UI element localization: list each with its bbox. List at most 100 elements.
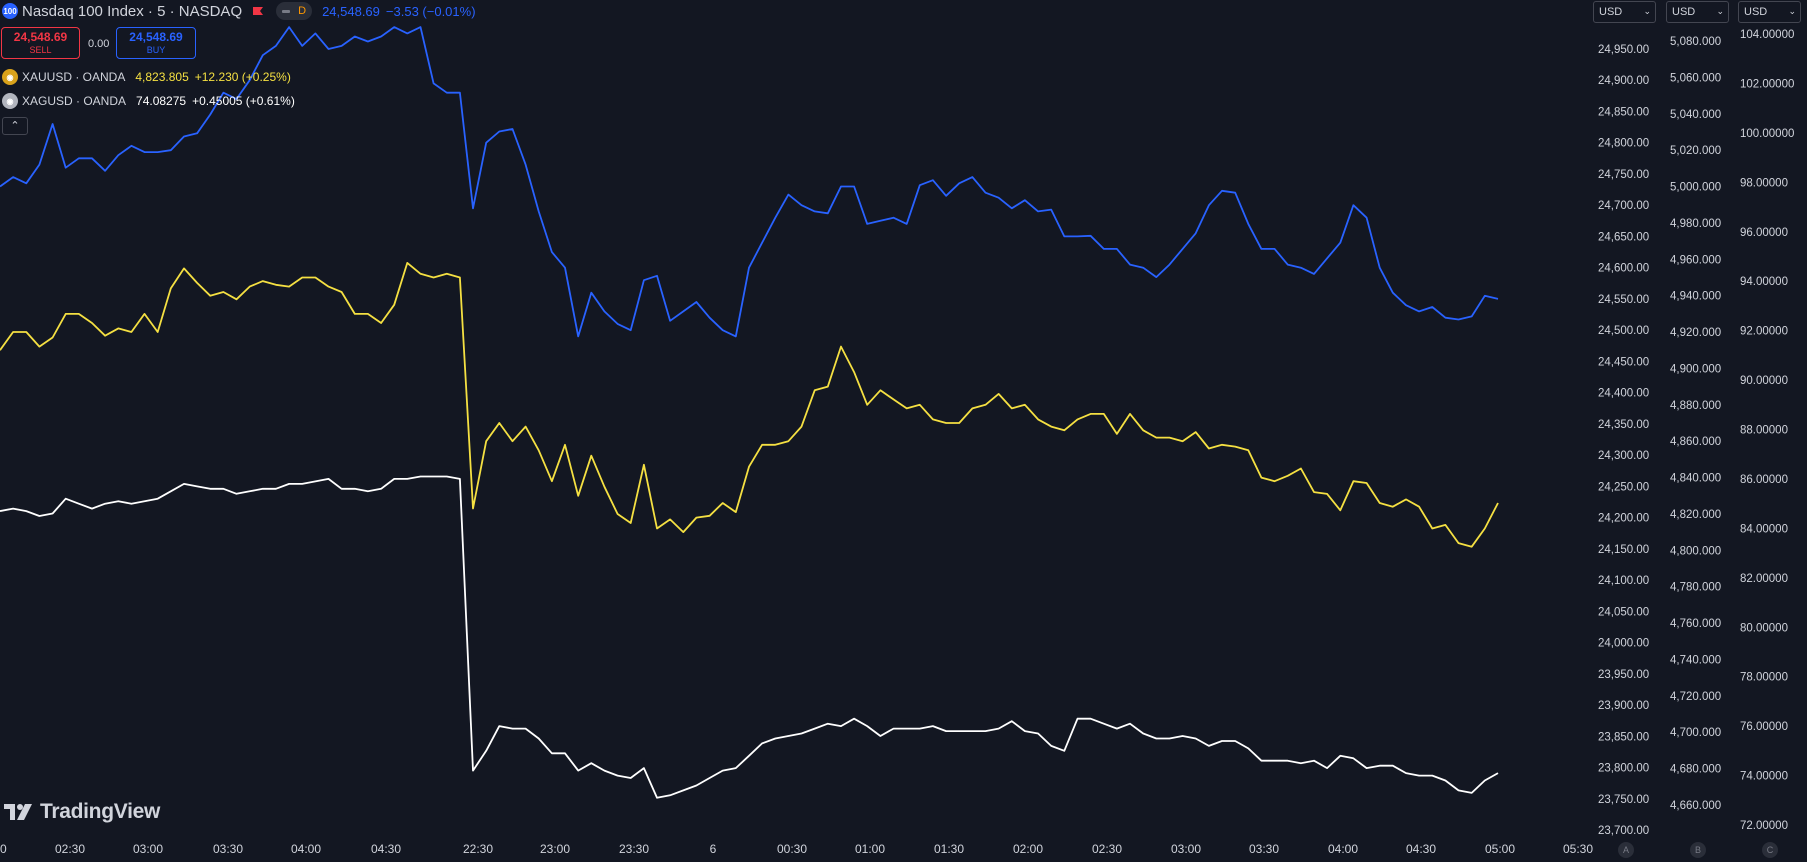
time-tick-label: 22:30 (463, 842, 493, 856)
axis-b-tick-label: 5,080.000 (1670, 36, 1721, 48)
chevron-down-icon: ⌄ (1643, 6, 1651, 16)
brand-name: TradingView (40, 800, 161, 823)
axis-a-tick-label: 24,750.00 (1598, 169, 1649, 181)
axis-c-tick-label: 76.00000 (1740, 721, 1788, 733)
time-tick-label: 01:00 (855, 842, 885, 856)
series-layer (0, 26, 1499, 799)
axis-b-tick-label: 4,660.000 (1670, 800, 1721, 812)
currency-label: USD (1672, 6, 1696, 18)
main-symbol-row[interactable]: 100 Nasdaq 100 Index · 5 · NASDAQ D 24,5… (2, 2, 476, 20)
time-tick-label: 6 (710, 842, 717, 856)
nasdaq-100-logo-icon: 100 (2, 3, 18, 19)
buy-price: 24,548.69 (129, 30, 183, 44)
time-tick-label: 05:00 (1485, 842, 1515, 856)
axis-c-tick-label: 104.00000 (1740, 29, 1794, 41)
axis-a-tick-label: 24,000.00 (1598, 638, 1649, 650)
axis-a-tick-label: 24,300.00 (1598, 450, 1649, 462)
axis-b-tick-label: 4,820.000 (1670, 509, 1721, 521)
scale-id-c[interactable]: C (1762, 842, 1778, 858)
axis-a-tick-label: 24,700.00 (1598, 200, 1649, 212)
collapse-legend-button[interactable]: ⌃ (2, 117, 28, 135)
market-status-pill[interactable]: D (276, 2, 313, 20)
axis-b-tick-label: 5,000.000 (1670, 182, 1721, 194)
axis-a-tick-label: 24,650.00 (1598, 231, 1649, 243)
axis-a-tick-label: 23,750.00 (1598, 794, 1649, 806)
time-tick-label: 03:30 (1249, 842, 1279, 856)
overlay-change: +12.230 (+0.25%) (194, 70, 291, 84)
symbol-title[interactable]: Nasdaq 100 Index · 5 · NASDAQ (22, 2, 243, 20)
axis-c-tick-label: 82.00000 (1740, 573, 1788, 585)
axis-c-tick-label: 92.00000 (1740, 326, 1788, 338)
axis-c-tick-label: 84.00000 (1740, 523, 1788, 535)
axis-a-tick-label: 24,100.00 (1598, 575, 1649, 587)
overlay-name: XAUUSD · OANDA (22, 70, 126, 84)
gold-line[interactable] (0, 261, 1499, 548)
axis-b-tick-label: 4,840.000 (1670, 473, 1721, 485)
sell-label: SELL (29, 45, 52, 55)
axis-b-tick-label: 4,740.000 (1670, 654, 1721, 666)
sell-price: 24,548.69 (13, 30, 68, 44)
overlay-row-silver[interactable]: ◉ XAGUSD · OANDA 74.08275 +0.45005 (+0.6… (2, 93, 295, 109)
axis-a-tick-label: 23,800.00 (1598, 763, 1649, 775)
price-axes[interactable]: 24,950.00 24,900.00 24,850.00 24,800.00 24,7… (1598, 29, 1794, 837)
currency-select-c[interactable]: USD ⌄ (1738, 1, 1801, 23)
silver-line[interactable] (0, 475, 1499, 799)
axis-c-tick-label: 88.00000 (1740, 425, 1788, 437)
axis-b-tick-label: 4,940.000 (1670, 291, 1721, 303)
axis-a-tick-label: 24,500.00 (1598, 325, 1649, 337)
overlay-price: 4,823.805 (135, 70, 189, 84)
silver-symbol-icon: ◉ (2, 93, 18, 109)
time-tick-label: 04:30 (371, 842, 401, 856)
axis-b-tick-label: 4,680.000 (1670, 764, 1721, 776)
sell-button[interactable]: 24,548.69 SELL (1, 27, 80, 59)
axis-c-tick-label: 94.00000 (1740, 276, 1788, 288)
chevron-down-icon: ⌄ (1788, 6, 1796, 16)
axis-a-tick-label: 24,950.00 (1598, 44, 1649, 56)
overlay-change: +0.45005 (+0.61%) (192, 94, 295, 108)
tradingview-logo-icon (4, 804, 32, 820)
time-axis[interactable]: 0 02:30 03:00 03:30 04:00 04:30 22:30 23:00 23:3… (0, 842, 1593, 856)
scale-id-b[interactable]: B (1690, 842, 1706, 858)
time-tick-label: 23:30 (619, 842, 649, 856)
axis-c-tick-label: 90.00000 (1740, 375, 1788, 387)
axis-a-tick-label: 23,850.00 (1598, 731, 1649, 743)
time-tick-label: 23:00 (540, 842, 570, 856)
time-tick-label: 05:30 (1563, 842, 1593, 856)
axis-a-tick-label: 23,950.00 (1598, 669, 1649, 681)
axis-b-tick-label: 4,960.000 (1670, 254, 1721, 266)
axis-c-tick-label: 78.00000 (1740, 672, 1788, 684)
interval-tag: D (298, 5, 307, 17)
axis-a-tick-label: 23,900.00 (1598, 700, 1649, 712)
currency-select-a[interactable]: USD ⌄ (1593, 1, 1656, 23)
axis-b-tick-label: 4,780.000 (1670, 582, 1721, 594)
axis-a-tick-label: 24,200.00 (1598, 513, 1649, 525)
axis-a-tick-label: 24,250.00 (1598, 481, 1649, 493)
flag-icon[interactable] (252, 5, 264, 17)
nasdaq-line[interactable] (0, 26, 1499, 338)
axis-b-tick-label: 4,720.000 (1670, 691, 1721, 703)
axis-a-tick-label: 24,050.00 (1598, 606, 1649, 618)
time-tick-label: 02:00 (1013, 842, 1043, 856)
axis-b-tick-label: 5,020.000 (1670, 145, 1721, 157)
axis-a-tick-label: 24,850.00 (1598, 106, 1649, 118)
currency-select-b[interactable]: USD ⌄ (1666, 1, 1729, 23)
time-tick-label: 04:00 (291, 842, 321, 856)
axis-c-tick-label: 98.00000 (1740, 177, 1788, 189)
axis-c-tick-label: 80.00000 (1740, 622, 1788, 634)
buy-button[interactable]: 24,548.69 BUY (116, 27, 196, 59)
time-tick-label: 03:00 (133, 842, 163, 856)
tradingview-logo[interactable]: TradingView (4, 800, 160, 824)
axis-b-tick-label: 4,980.000 (1670, 218, 1721, 230)
scale-id-a[interactable]: A (1618, 842, 1634, 858)
currency-label: USD (1599, 6, 1623, 18)
overlay-row-gold[interactable]: ◉ XAUUSD · OANDA 4,823.805 +12.230 (+0.2… (2, 69, 291, 85)
axis-b-tick-label: 4,920.000 (1670, 327, 1721, 339)
overlay-name: XAGUSD · OANDA (22, 94, 127, 108)
axis-b-tick-label: 4,800.000 (1670, 545, 1721, 557)
overlay-price: 74.08275 (136, 94, 187, 108)
axis-b-tick-label: 4,880.000 (1670, 400, 1721, 412)
symbol-change: −3.53 (−0.01%) (385, 3, 476, 19)
axis-a-tick-label: 24,150.00 (1598, 544, 1649, 556)
axis-c-tick-label: 74.00000 (1740, 771, 1788, 783)
